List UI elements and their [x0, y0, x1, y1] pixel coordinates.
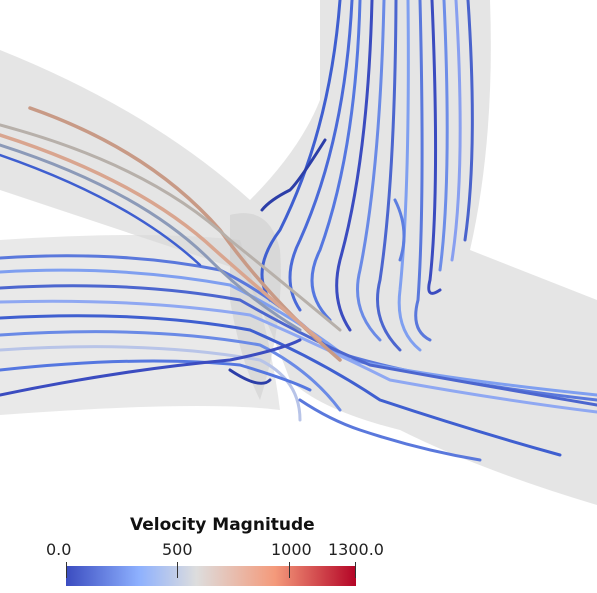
streamline [427, 0, 442, 295]
colorbar-gradient [66, 566, 356, 586]
streamline [298, 398, 482, 462]
streamline-fast [0, 123, 342, 332]
streamline [288, 0, 354, 312]
streamline [438, 0, 449, 272]
streamline [0, 314, 562, 457]
streamline [228, 368, 272, 385]
streamline [0, 299, 597, 414]
streamline [450, 0, 462, 262]
streamline [0, 284, 597, 407]
streamline [0, 143, 302, 332]
tick-mark [289, 562, 290, 578]
colorbar-legend: Velocity Magnitude 0.0 500 1000 1300.0 [0, 510, 597, 593]
streamline [414, 0, 432, 342]
tick-label-500: 500 [162, 540, 193, 559]
tick-label-max: 1300.0 [328, 540, 384, 559]
tick-mark [355, 562, 356, 578]
streamline [0, 338, 302, 397]
streamline [0, 345, 302, 422]
streamline [310, 0, 362, 322]
colorbar-title: Velocity Magnitude [130, 515, 315, 535]
streamline [393, 198, 406, 262]
streamline [356, 0, 386, 342]
tick-label-1000: 1000 [271, 540, 312, 559]
streamline [0, 153, 202, 267]
streamline [376, 0, 402, 352]
streamline [463, 0, 474, 242]
streamline [0, 330, 342, 412]
vessel-surface-lower [0, 235, 280, 415]
tick-label-min: 0.0 [46, 540, 72, 559]
streamline-fast [0, 133, 322, 342]
streamline-viewport[interactable] [0, 0, 597, 510]
streamline [335, 0, 374, 332]
tick-mark [177, 562, 178, 578]
streamline [260, 0, 342, 302]
streamline [260, 138, 327, 212]
tick-mark [66, 562, 67, 578]
